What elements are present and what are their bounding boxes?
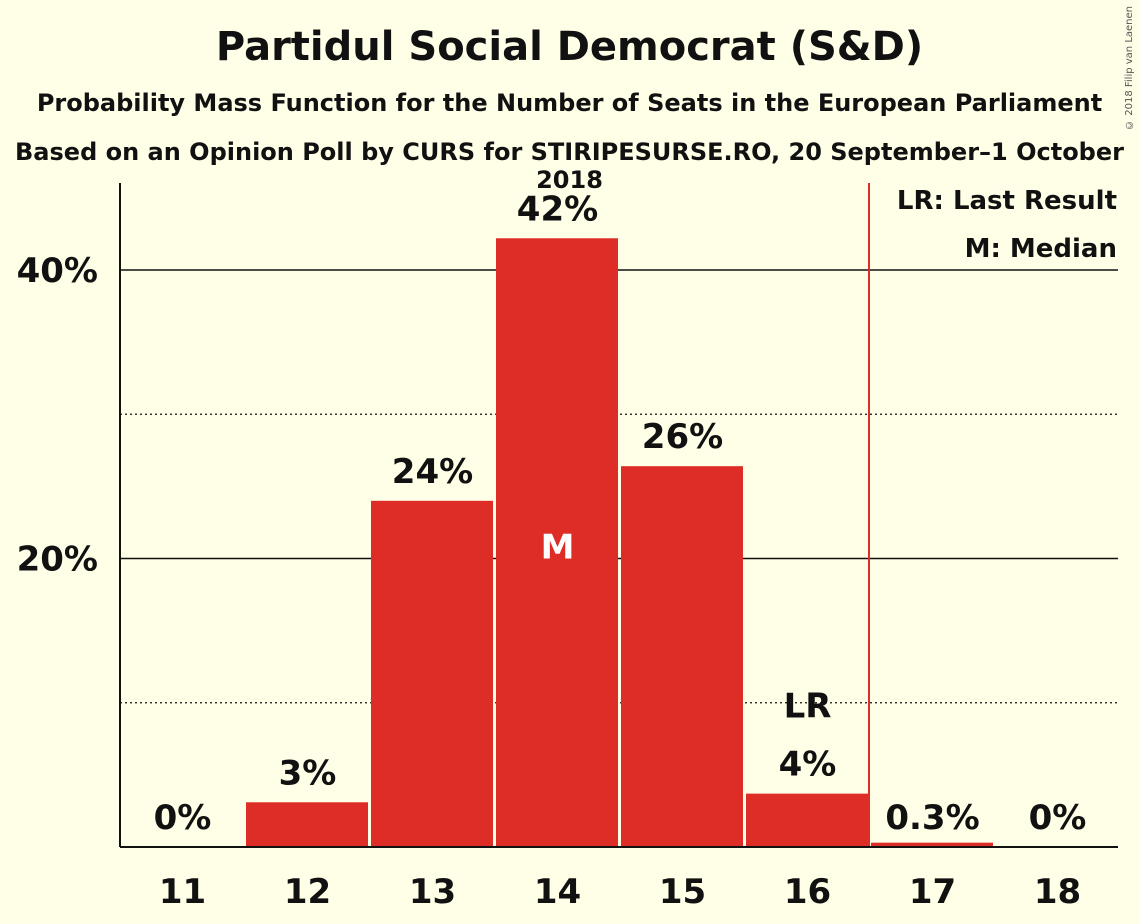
median-marker: M — [541, 528, 575, 568]
x-tick-label-17: 17 — [909, 872, 956, 912]
x-tick-label-12: 12 — [284, 872, 331, 912]
bar-seat-16 — [746, 793, 868, 847]
bar-seat-13 — [371, 500, 493, 847]
y-tick-label: 40% — [17, 251, 98, 291]
chart-subtitle: Probability Mass Function for the Number… — [36, 89, 1103, 117]
y-tick-label: 20% — [17, 540, 98, 580]
value-label-seat-17: 0.3% — [885, 798, 979, 838]
bar-seat-14 — [496, 238, 618, 847]
value-label-seat-11: 0% — [154, 798, 212, 838]
chart-source-subtitle: Based on an Opinion Poll by CURS for STI… — [15, 138, 1124, 194]
last-result-marker: LR — [784, 687, 832, 727]
x-tick-label-13: 13 — [409, 872, 456, 912]
value-label-seat-18: 0% — [1029, 798, 1087, 838]
legend-item: M: Median — [965, 234, 1117, 264]
bar-seat-15 — [621, 466, 743, 847]
legend-item: LR: Last Result — [897, 186, 1117, 216]
x-tick-label-16: 16 — [784, 872, 831, 912]
x-tick-label-18: 18 — [1034, 872, 1081, 912]
value-label-seat-14: 42% — [517, 189, 598, 229]
value-label-seat-13: 24% — [392, 452, 473, 492]
bar-seat-17 — [871, 842, 993, 847]
value-label-seat-15: 26% — [642, 417, 723, 457]
x-tick-label-15: 15 — [659, 872, 706, 912]
x-tick-label-14: 14 — [534, 872, 581, 912]
bar-seat-12 — [246, 802, 368, 847]
chart-title: Partidul Social Democrat (S&D) — [215, 24, 924, 70]
x-tick-label-11: 11 — [159, 872, 206, 912]
value-label-seat-12: 3% — [279, 753, 337, 793]
value-label-seat-16: 4% — [779, 745, 837, 785]
